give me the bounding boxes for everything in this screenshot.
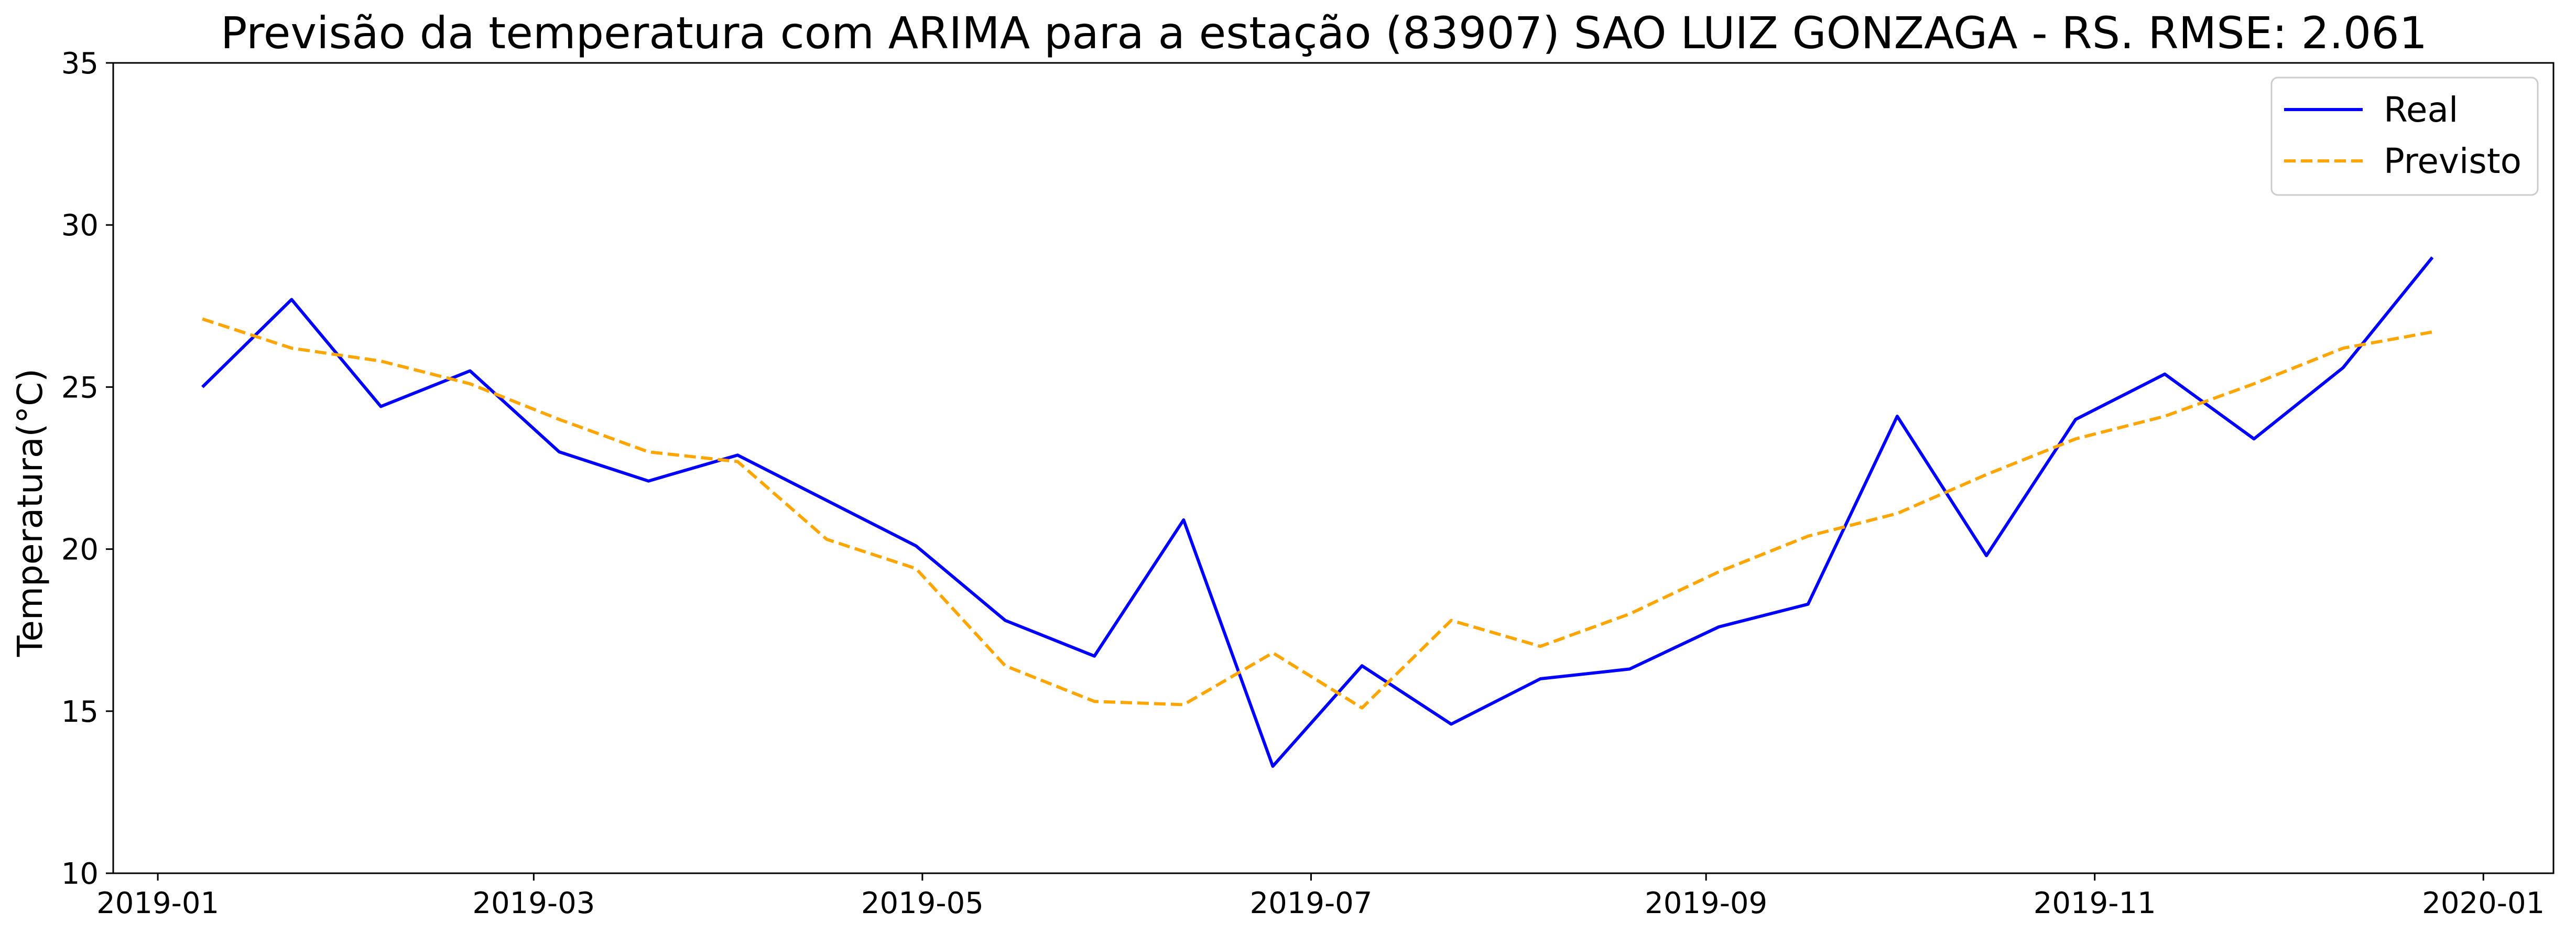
x-tick-label: 2019-09 — [1645, 886, 1767, 920]
data-point-previsto — [1807, 535, 1810, 538]
x-tick-label: 2019-05 — [861, 886, 984, 920]
data-point-real — [1361, 664, 1364, 667]
legend-label-previsto: Previsto — [2384, 141, 2521, 181]
data-point-real — [2074, 418, 2077, 421]
data-point-previsto — [915, 567, 918, 570]
data-point-real — [736, 453, 739, 457]
data-point-real — [1985, 554, 1988, 557]
legend: Real Previsto — [2270, 77, 2539, 196]
data-point-previsto — [1450, 619, 1453, 622]
data-point-real — [1271, 765, 1275, 768]
y-tick-label: 20 — [61, 533, 99, 567]
data-point-real — [2431, 256, 2434, 259]
data-point-previsto — [2431, 330, 2434, 333]
y-tick-label: 30 — [61, 209, 99, 243]
data-point-real — [647, 480, 650, 483]
x-tick-label: 2020-01 — [2422, 886, 2545, 920]
chart-title: Previsão da temperatura com ARIMA para a… — [221, 7, 2427, 59]
data-point-previsto — [1539, 645, 1542, 648]
data-point-previsto — [1985, 473, 1988, 476]
data-point-real — [2342, 366, 2345, 369]
data-point-previsto — [1717, 570, 1720, 573]
data-point-previsto — [647, 450, 650, 453]
legend-box — [2270, 77, 2539, 196]
data-point-previsto — [825, 538, 829, 541]
data-point-real — [1539, 677, 1542, 680]
data-point-previsto — [1093, 700, 1096, 703]
data-point-real — [915, 544, 918, 547]
data-point-real — [379, 405, 383, 408]
data-point-previsto — [469, 382, 472, 385]
data-point-previsto — [736, 460, 739, 463]
data-point-previsto — [2163, 415, 2166, 418]
y-axis-label: Temperatura(°C) — [10, 368, 50, 657]
data-point-previsto — [290, 346, 293, 350]
plot-frame — [112, 62, 2555, 874]
y-axis: 10 15 20 25 30 35 — [61, 47, 113, 891]
plot-area — [201, 256, 2434, 768]
data-point-real — [1896, 415, 1899, 418]
data-point-real — [558, 450, 561, 453]
data-point-real — [1628, 667, 1631, 670]
x-tick-label: 2019-07 — [1249, 886, 1372, 920]
series-line-real — [201, 256, 2434, 768]
data-point-previsto — [1896, 512, 1899, 515]
data-point-real — [2253, 437, 2256, 440]
data-point-previsto — [379, 360, 383, 363]
data-point-previsto — [558, 418, 561, 421]
x-tick-label: 2019-01 — [96, 886, 219, 920]
data-point-previsto — [1182, 703, 1185, 706]
x-tick-label: 2019-03 — [472, 886, 595, 920]
y-tick-label: 10 — [61, 857, 99, 891]
data-point-real — [1450, 723, 1453, 726]
data-point-real — [1093, 655, 1096, 658]
data-point-previsto — [201, 318, 204, 321]
data-point-real — [290, 298, 293, 301]
y-tick-label: 25 — [61, 371, 99, 405]
y-tick-label: 35 — [61, 47, 99, 81]
data-point-real — [2163, 373, 2166, 376]
data-point-previsto — [1271, 651, 1275, 654]
data-point-previsto — [1361, 707, 1364, 710]
data-point-real — [825, 499, 829, 502]
x-axis: 2019-01 2019-03 2019-05 2019-07 2019-09 2019-… — [96, 873, 2545, 920]
data-point-previsto — [1628, 612, 1631, 615]
data-point-real — [469, 369, 472, 372]
legend-label-real: Real — [2384, 90, 2458, 130]
data-point-real — [1717, 625, 1720, 628]
data-point-real — [1182, 518, 1185, 522]
data-point-real — [201, 385, 204, 388]
data-point-previsto — [1004, 664, 1007, 667]
series-line-previsto — [202, 317, 2433, 710]
y-tick-label: 15 — [61, 695, 99, 729]
data-point-real — [1004, 619, 1007, 622]
data-point-previsto — [2074, 437, 2077, 440]
x-tick-label: 2019-11 — [2034, 886, 2156, 920]
data-point-previsto — [2342, 346, 2345, 350]
data-point-previsto — [2253, 382, 2256, 385]
data-point-real — [1807, 603, 1810, 606]
